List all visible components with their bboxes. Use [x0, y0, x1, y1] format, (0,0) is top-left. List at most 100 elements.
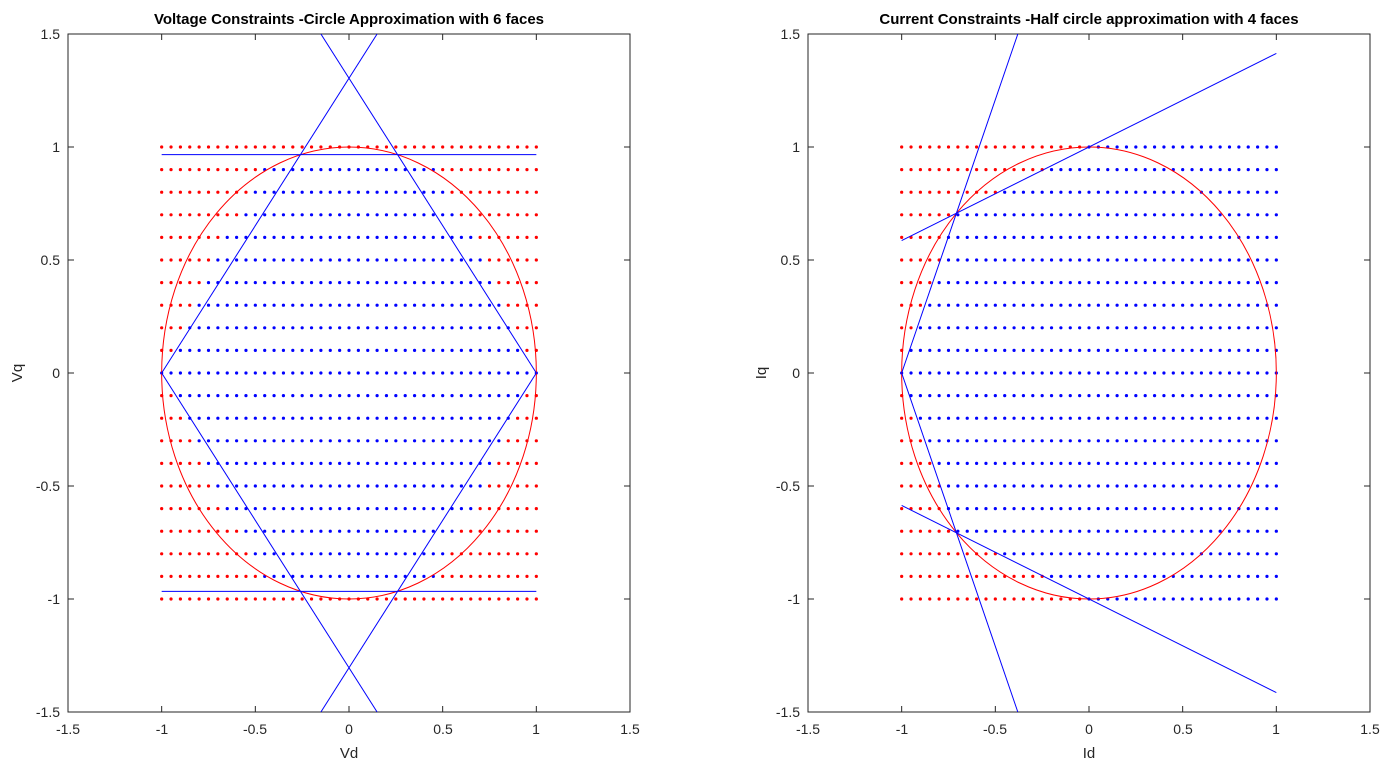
data-point: [244, 597, 248, 601]
data-point: [206, 190, 211, 194]
data-point: [1059, 507, 1063, 511]
data-point: [1162, 348, 1166, 352]
data-point: [506, 348, 510, 352]
data-point: [394, 461, 398, 465]
data-point: [1003, 461, 1007, 465]
data-point: [216, 552, 220, 556]
data-point: [300, 574, 304, 579]
data-point: [1124, 348, 1129, 352]
constraint-line: [320, 372, 537, 712]
data-point: [1021, 348, 1026, 352]
data-point: [1171, 461, 1175, 465]
data-point: [928, 597, 932, 601]
data-point: [1040, 326, 1044, 330]
data-point: [281, 258, 286, 262]
data-point: [497, 258, 501, 262]
data-point: [375, 281, 379, 285]
data-point: [900, 145, 904, 149]
data-point: [984, 213, 988, 217]
data-point: [235, 213, 239, 217]
data-point: [384, 574, 389, 579]
data-point: [1181, 416, 1185, 420]
data-point: [206, 145, 211, 149]
data-point: [1265, 326, 1269, 330]
data-point: [197, 213, 201, 217]
data-point: [1265, 190, 1269, 194]
data-point: [956, 394, 960, 398]
data-point: [450, 213, 454, 217]
data-point: [178, 529, 182, 533]
data-point: [1246, 529, 1250, 533]
data-point: [309, 394, 314, 398]
data-point: [366, 326, 370, 330]
data-point: [319, 326, 323, 330]
data-point: [1199, 371, 1203, 375]
data-point: [225, 190, 229, 194]
data-point: [197, 574, 201, 579]
data-point: [338, 235, 342, 239]
data-point: [1049, 190, 1054, 194]
data-point: [356, 574, 360, 579]
data-point: [1237, 439, 1241, 443]
data-point: [918, 326, 923, 330]
data-point: [300, 597, 304, 601]
data-point: [1152, 529, 1157, 533]
data-point: [506, 145, 510, 149]
data-point: [1049, 529, 1054, 533]
data-point: [216, 213, 220, 217]
data-point: [291, 190, 295, 194]
data-point: [291, 597, 295, 601]
data-point: [1059, 281, 1063, 285]
data-point: [1162, 507, 1166, 511]
data-point: [1181, 281, 1185, 285]
data-point: [1021, 235, 1026, 239]
data-point: [946, 348, 951, 352]
data-point: [965, 574, 969, 579]
data-point: [300, 258, 304, 262]
data-point: [272, 348, 276, 352]
data-point: [525, 574, 529, 579]
data-point: [328, 552, 332, 556]
data-point: [1068, 348, 1072, 352]
data-point: [384, 552, 389, 556]
y-axis-label: Vq: [9, 364, 26, 382]
data-point: [1162, 281, 1166, 285]
data-point: [1124, 281, 1129, 285]
data-point: [1181, 484, 1185, 488]
data-point: [300, 439, 304, 443]
data-point: [450, 190, 454, 194]
plot-marks: [900, 34, 1278, 712]
data-point: [291, 439, 295, 443]
data-point: [1012, 281, 1016, 285]
data-point: [946, 574, 951, 579]
data-point: [291, 235, 295, 239]
data-point: [516, 574, 520, 579]
data-point: [1274, 303, 1278, 307]
data-point: [347, 168, 351, 172]
data-point: [1106, 507, 1110, 511]
data-point: [1162, 597, 1166, 601]
data-point: [1274, 258, 1278, 262]
data-point: [188, 190, 192, 194]
data-point: [309, 484, 314, 488]
data-point: [918, 416, 923, 420]
data-point: [1087, 416, 1091, 420]
data-point: [1078, 258, 1082, 262]
data-point: [965, 597, 969, 601]
data-point: [459, 326, 463, 330]
data-point: [235, 439, 239, 443]
data-point: [244, 190, 248, 194]
data-point: [1124, 258, 1129, 262]
data-point: [422, 258, 426, 262]
data-point: [1031, 552, 1035, 556]
data-point: [1031, 258, 1035, 262]
data-point: [1040, 190, 1044, 194]
data-point: [338, 394, 342, 398]
y-tick-label: 1: [52, 139, 60, 155]
data-point: [216, 258, 220, 262]
data-point: [1078, 461, 1082, 465]
data-point: [319, 281, 323, 285]
data-point: [1059, 529, 1063, 533]
data-point: [487, 394, 492, 398]
data-point: [384, 597, 389, 601]
